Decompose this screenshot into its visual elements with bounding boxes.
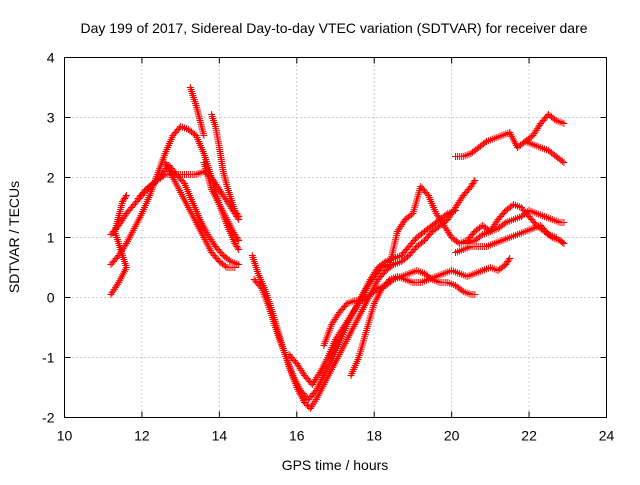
data-point <box>459 238 467 246</box>
series-trace-4 <box>134 162 243 268</box>
data-point <box>504 258 512 265</box>
series-trace-6 <box>186 84 208 139</box>
x-tick-label: 18 <box>366 428 382 444</box>
series-trace-15 <box>521 138 568 166</box>
data-point <box>310 399 318 407</box>
marks-layer <box>107 84 568 412</box>
y-tick-label: 0 <box>47 290 55 306</box>
x-tick-label: 20 <box>444 428 460 444</box>
data-point <box>560 120 568 127</box>
data-point <box>560 240 568 247</box>
data-point <box>354 301 362 309</box>
chart-title: Day 199 of 2017, Sidereal Day-to-day VTE… <box>80 20 587 36</box>
series-trace-3 <box>107 192 130 298</box>
data-point <box>234 211 242 219</box>
data-point <box>469 180 477 187</box>
data-point <box>234 244 242 252</box>
y-tick-label: -2 <box>42 410 55 426</box>
series-trace-17 <box>452 222 560 256</box>
data-point <box>471 291 479 298</box>
data-point <box>222 262 230 270</box>
series-trace-16 <box>463 201 568 247</box>
x-axis-label: GPS time / hours <box>282 457 389 473</box>
series-trace-13 <box>347 255 514 379</box>
data-point <box>347 298 355 306</box>
x-tick-label: 22 <box>521 428 537 444</box>
data-point <box>311 397 319 405</box>
data-point <box>235 213 243 220</box>
data-point <box>114 280 122 288</box>
data-point <box>470 178 478 186</box>
data-point <box>513 202 521 210</box>
series-trace-8 <box>200 159 243 244</box>
data-point <box>121 241 129 249</box>
y-tick-label: 2 <box>47 170 55 186</box>
y-tick-label: 3 <box>47 110 55 126</box>
data-point <box>200 132 208 139</box>
data-point <box>552 234 560 241</box>
series-trace-5 <box>161 159 239 271</box>
x-tick-label: 16 <box>289 428 305 444</box>
data-point <box>231 264 239 271</box>
x-tick-label: 14 <box>212 428 228 444</box>
data-point <box>122 192 130 199</box>
data-point <box>307 403 315 411</box>
data-point <box>505 256 513 264</box>
data-point <box>121 193 129 201</box>
data-point <box>560 159 568 166</box>
data-point <box>235 261 243 268</box>
y-tick-label: 4 <box>47 50 55 66</box>
series-trace-12 <box>320 267 479 349</box>
y-tick-label: 1 <box>47 230 55 246</box>
data-point <box>506 255 514 262</box>
x-tick-label: 24 <box>599 428 615 444</box>
data-point <box>234 235 242 243</box>
series-trace-7 <box>208 111 243 220</box>
data-point <box>303 402 311 409</box>
y-axis-label: SDTVAR / TECUs <box>6 181 22 293</box>
data-point <box>235 246 243 253</box>
y-tick-label: -1 <box>42 350 55 366</box>
x-tick-label: 10 <box>57 428 73 444</box>
data-point <box>301 399 309 406</box>
data-point <box>315 370 323 378</box>
data-point <box>302 400 310 408</box>
data-point <box>309 401 317 409</box>
data-point <box>560 219 568 226</box>
data-point <box>452 207 460 214</box>
data-point <box>471 177 479 184</box>
data-point <box>235 237 243 244</box>
data-point <box>559 239 567 246</box>
data-point <box>558 157 566 165</box>
data-point <box>306 405 314 412</box>
x-tick-label: 12 <box>134 428 150 444</box>
series-trace-11 <box>285 183 568 388</box>
